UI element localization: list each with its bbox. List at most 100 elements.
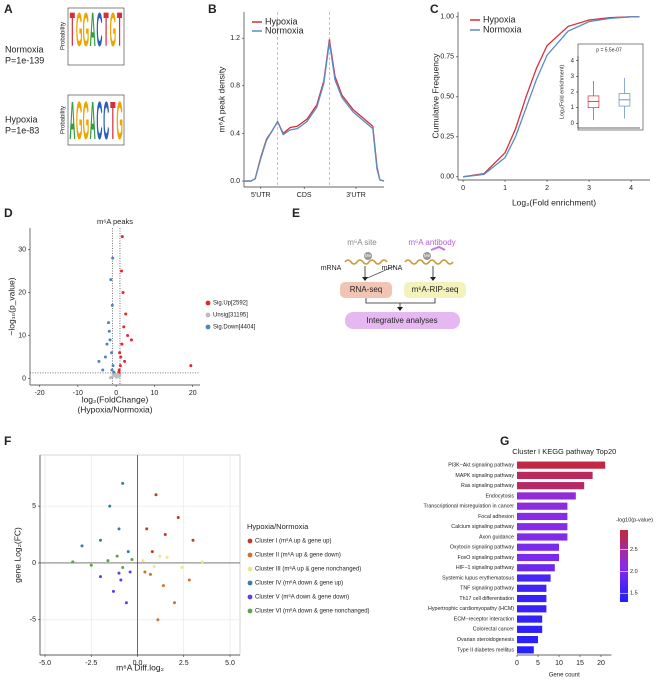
point [80, 544, 84, 548]
point [123, 359, 127, 363]
category-label: Type II diabetes mellitus [457, 647, 514, 653]
point [145, 527, 149, 531]
bar [517, 553, 559, 562]
legend-label: Hypoxia [483, 14, 516, 24]
rna-seq-label: RNA-seq [350, 285, 382, 294]
category-label: FoxO signaling pathway [457, 555, 514, 561]
legend-title: Hypoxia/Normoxia [247, 522, 309, 531]
category-label: Transcriptional misregulation in cancer [424, 504, 515, 510]
line-series [244, 41, 385, 182]
x-axis-label: Log₂(Fold enrichment) [512, 197, 596, 207]
colorbar [620, 530, 628, 602]
point [120, 235, 124, 239]
point [98, 538, 102, 542]
logo-axis-label: Probability [61, 22, 67, 50]
point [97, 359, 101, 363]
y-tick-label: 20 [18, 289, 26, 296]
y-tick-label: 2 [571, 90, 575, 96]
point [110, 375, 114, 379]
x-tick-label: 15 [576, 660, 584, 667]
legend-label: Cluster IV (m⁶A down & gene up) [255, 580, 343, 587]
logo-frame [67, 94, 125, 146]
legend-label: Cluster V (m⁶A down & gene down) [255, 594, 349, 601]
y-axis-label: Cumulative Frequency [430, 53, 440, 139]
panel-frame [39, 454, 241, 656]
point [154, 493, 158, 497]
point [120, 342, 124, 346]
x-tick-label: 5'UTR [251, 192, 271, 199]
logo-letter: T [104, 4, 109, 57]
point [191, 538, 195, 542]
x-tick-label: 0 [515, 660, 519, 667]
x-tick-label: 10 [151, 390, 159, 397]
annotation: p = 5.5e-07 [596, 47, 622, 53]
point [124, 312, 128, 316]
line-series [462, 16, 640, 178]
point [108, 338, 112, 342]
bar [517, 492, 576, 500]
arrowhead [430, 277, 436, 281]
methyl-label: Me [424, 253, 431, 258]
y-tick-label: 0.8 [230, 83, 240, 90]
legend-label: Sig.Up[2592] [213, 301, 248, 307]
point [106, 321, 110, 325]
logo-letter: C [103, 92, 109, 152]
point [126, 550, 130, 554]
logo-letter: G [110, 4, 117, 57]
point [148, 572, 152, 576]
x-tick-label: -10 [73, 390, 83, 397]
point [150, 550, 154, 554]
y-tick-label: 0.75 [440, 54, 454, 61]
legend-label: Normoxia [483, 24, 522, 34]
category-label: Focal adhesion [478, 514, 514, 520]
legend-swatch [247, 608, 253, 614]
point [112, 370, 116, 374]
x-tick-label: 1 [503, 185, 507, 192]
x-tick-label: 5 [536, 660, 540, 667]
bar [517, 564, 555, 572]
motif-p: P=1e-83 [5, 125, 39, 135]
y-axis-label: gene Log₂(FC) [12, 527, 22, 583]
logo-letter: A [90, 4, 96, 57]
bar [517, 574, 551, 582]
point [176, 516, 180, 519]
logo-letter: A [69, 92, 75, 152]
x-axis-label: log₂(FoldChange) [82, 394, 149, 404]
point [98, 575, 102, 579]
y-axis-label: m⁶A peak density [216, 66, 226, 133]
category-label: Endocytosis [485, 493, 514, 499]
category-label: Axon guidance [479, 534, 514, 540]
point [152, 564, 156, 568]
motif-name: Hypoxia [5, 114, 38, 124]
panel-label: B [208, 2, 217, 16]
colorbar-tick-label: 1.5 [630, 591, 638, 597]
legend-swatch [247, 580, 253, 586]
rip-seq-label: m⁶A-RIP-seq [412, 285, 459, 294]
logo-letter: G [76, 4, 83, 57]
point [113, 374, 117, 378]
x-tick-label: 5.0 [225, 660, 235, 667]
bar [517, 461, 606, 469]
x-tick-label: -20 [35, 390, 45, 397]
point [105, 342, 109, 346]
point [187, 578, 191, 582]
antibody-icon [430, 245, 446, 251]
category-label: ECM−receptor interaction [454, 616, 514, 622]
legend-swatch [247, 594, 253, 600]
antibody-label: m⁶A antibody [408, 238, 455, 247]
mrna-strand [404, 259, 454, 265]
x-tick-label: CDS [297, 192, 312, 199]
bar [517, 605, 547, 613]
point [128, 570, 132, 574]
point [121, 291, 125, 295]
bar [517, 584, 547, 592]
bar [517, 625, 543, 633]
bar [517, 512, 568, 521]
point [118, 364, 122, 368]
point [158, 554, 162, 558]
legend-label: Cluster II (m⁶A up & gene down) [255, 552, 341, 559]
logo-letter: T [70, 4, 75, 57]
panel-label: F [4, 434, 11, 448]
legend-label: Cluster III (m⁶A up & gene nonchanged) [255, 566, 361, 573]
point [119, 355, 123, 359]
